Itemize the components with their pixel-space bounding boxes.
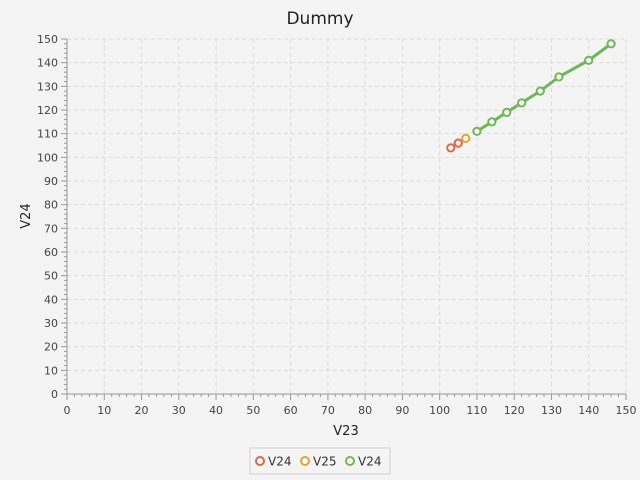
- x-tick-label: 60: [284, 404, 298, 417]
- x-tick-label: 150: [616, 404, 637, 417]
- x-axis: 0 10 20 30 40 50 60 70 80 90 100 110 120 130 140 150: [64, 393, 637, 417]
- data-point: [472, 126, 482, 136]
- x-tick-label: 140: [578, 404, 599, 417]
- x-tick-label: 50: [246, 404, 260, 417]
- data-point: [606, 39, 616, 49]
- data-point: [461, 133, 471, 143]
- y-tick-label: 130: [37, 80, 58, 93]
- legend-marker: [255, 456, 265, 466]
- y-tick-label: 90: [44, 175, 58, 188]
- x-tick-label: 110: [466, 404, 487, 417]
- x-tick-label: 130: [541, 404, 562, 417]
- y-tick-label: 30: [44, 317, 58, 330]
- y-axis: 0 10 20 30 40 50 60 70 80 90 100 110 120 130 140 150: [37, 33, 68, 401]
- grid: [66, 38, 627, 395]
- x-tick-label: 70: [321, 404, 335, 417]
- x-tick-label: 120: [504, 404, 525, 417]
- x-tick-label: 100: [429, 404, 450, 417]
- chart-title: Dummy: [286, 9, 353, 29]
- legend-box: [249, 447, 391, 475]
- y-tick-label: 120: [37, 104, 58, 117]
- data-point: [554, 72, 564, 82]
- x-tick-label: 20: [135, 404, 149, 417]
- y-tick-label: 100: [37, 151, 58, 164]
- x-tick-label: 30: [172, 404, 186, 417]
- legend-marker: [345, 456, 355, 466]
- data-point: [487, 117, 497, 127]
- x-axis-title: V23: [333, 424, 358, 439]
- data-point: [535, 86, 545, 96]
- legend-label: V24: [358, 455, 381, 469]
- legend: V24 V25 V24: [249, 447, 391, 475]
- y-tick-label: 60: [44, 246, 58, 259]
- y-tick-label: 0: [51, 388, 58, 401]
- data-point: [502, 107, 512, 117]
- y-tick-label: 110: [37, 128, 58, 141]
- legend-marker: [300, 456, 310, 466]
- y-tick-label: 140: [37, 57, 58, 70]
- x-tick-label: 0: [64, 404, 71, 417]
- plot-area: [446, 39, 616, 153]
- y-tick-label: 10: [44, 364, 58, 377]
- y-tick-label: 50: [44, 270, 58, 283]
- data-point: [453, 138, 463, 148]
- y-tick-label: 150: [37, 33, 58, 46]
- y-tick-label: 70: [44, 222, 58, 235]
- y-tick-label: 80: [44, 199, 58, 212]
- y-axis-title: V24: [19, 203, 34, 228]
- x-tick-label: 80: [358, 404, 372, 417]
- x-tick-label: 90: [395, 404, 409, 417]
- legend-label: V24: [268, 455, 291, 469]
- data-point: [584, 55, 594, 65]
- x-tick-label: 40: [209, 404, 223, 417]
- x-tick-label: 10: [97, 404, 111, 417]
- data-point: [517, 98, 527, 108]
- data-point: [446, 143, 456, 153]
- y-tick-label: 40: [44, 293, 58, 306]
- legend-label: V25: [313, 455, 336, 469]
- y-tick-label: 20: [44, 341, 58, 354]
